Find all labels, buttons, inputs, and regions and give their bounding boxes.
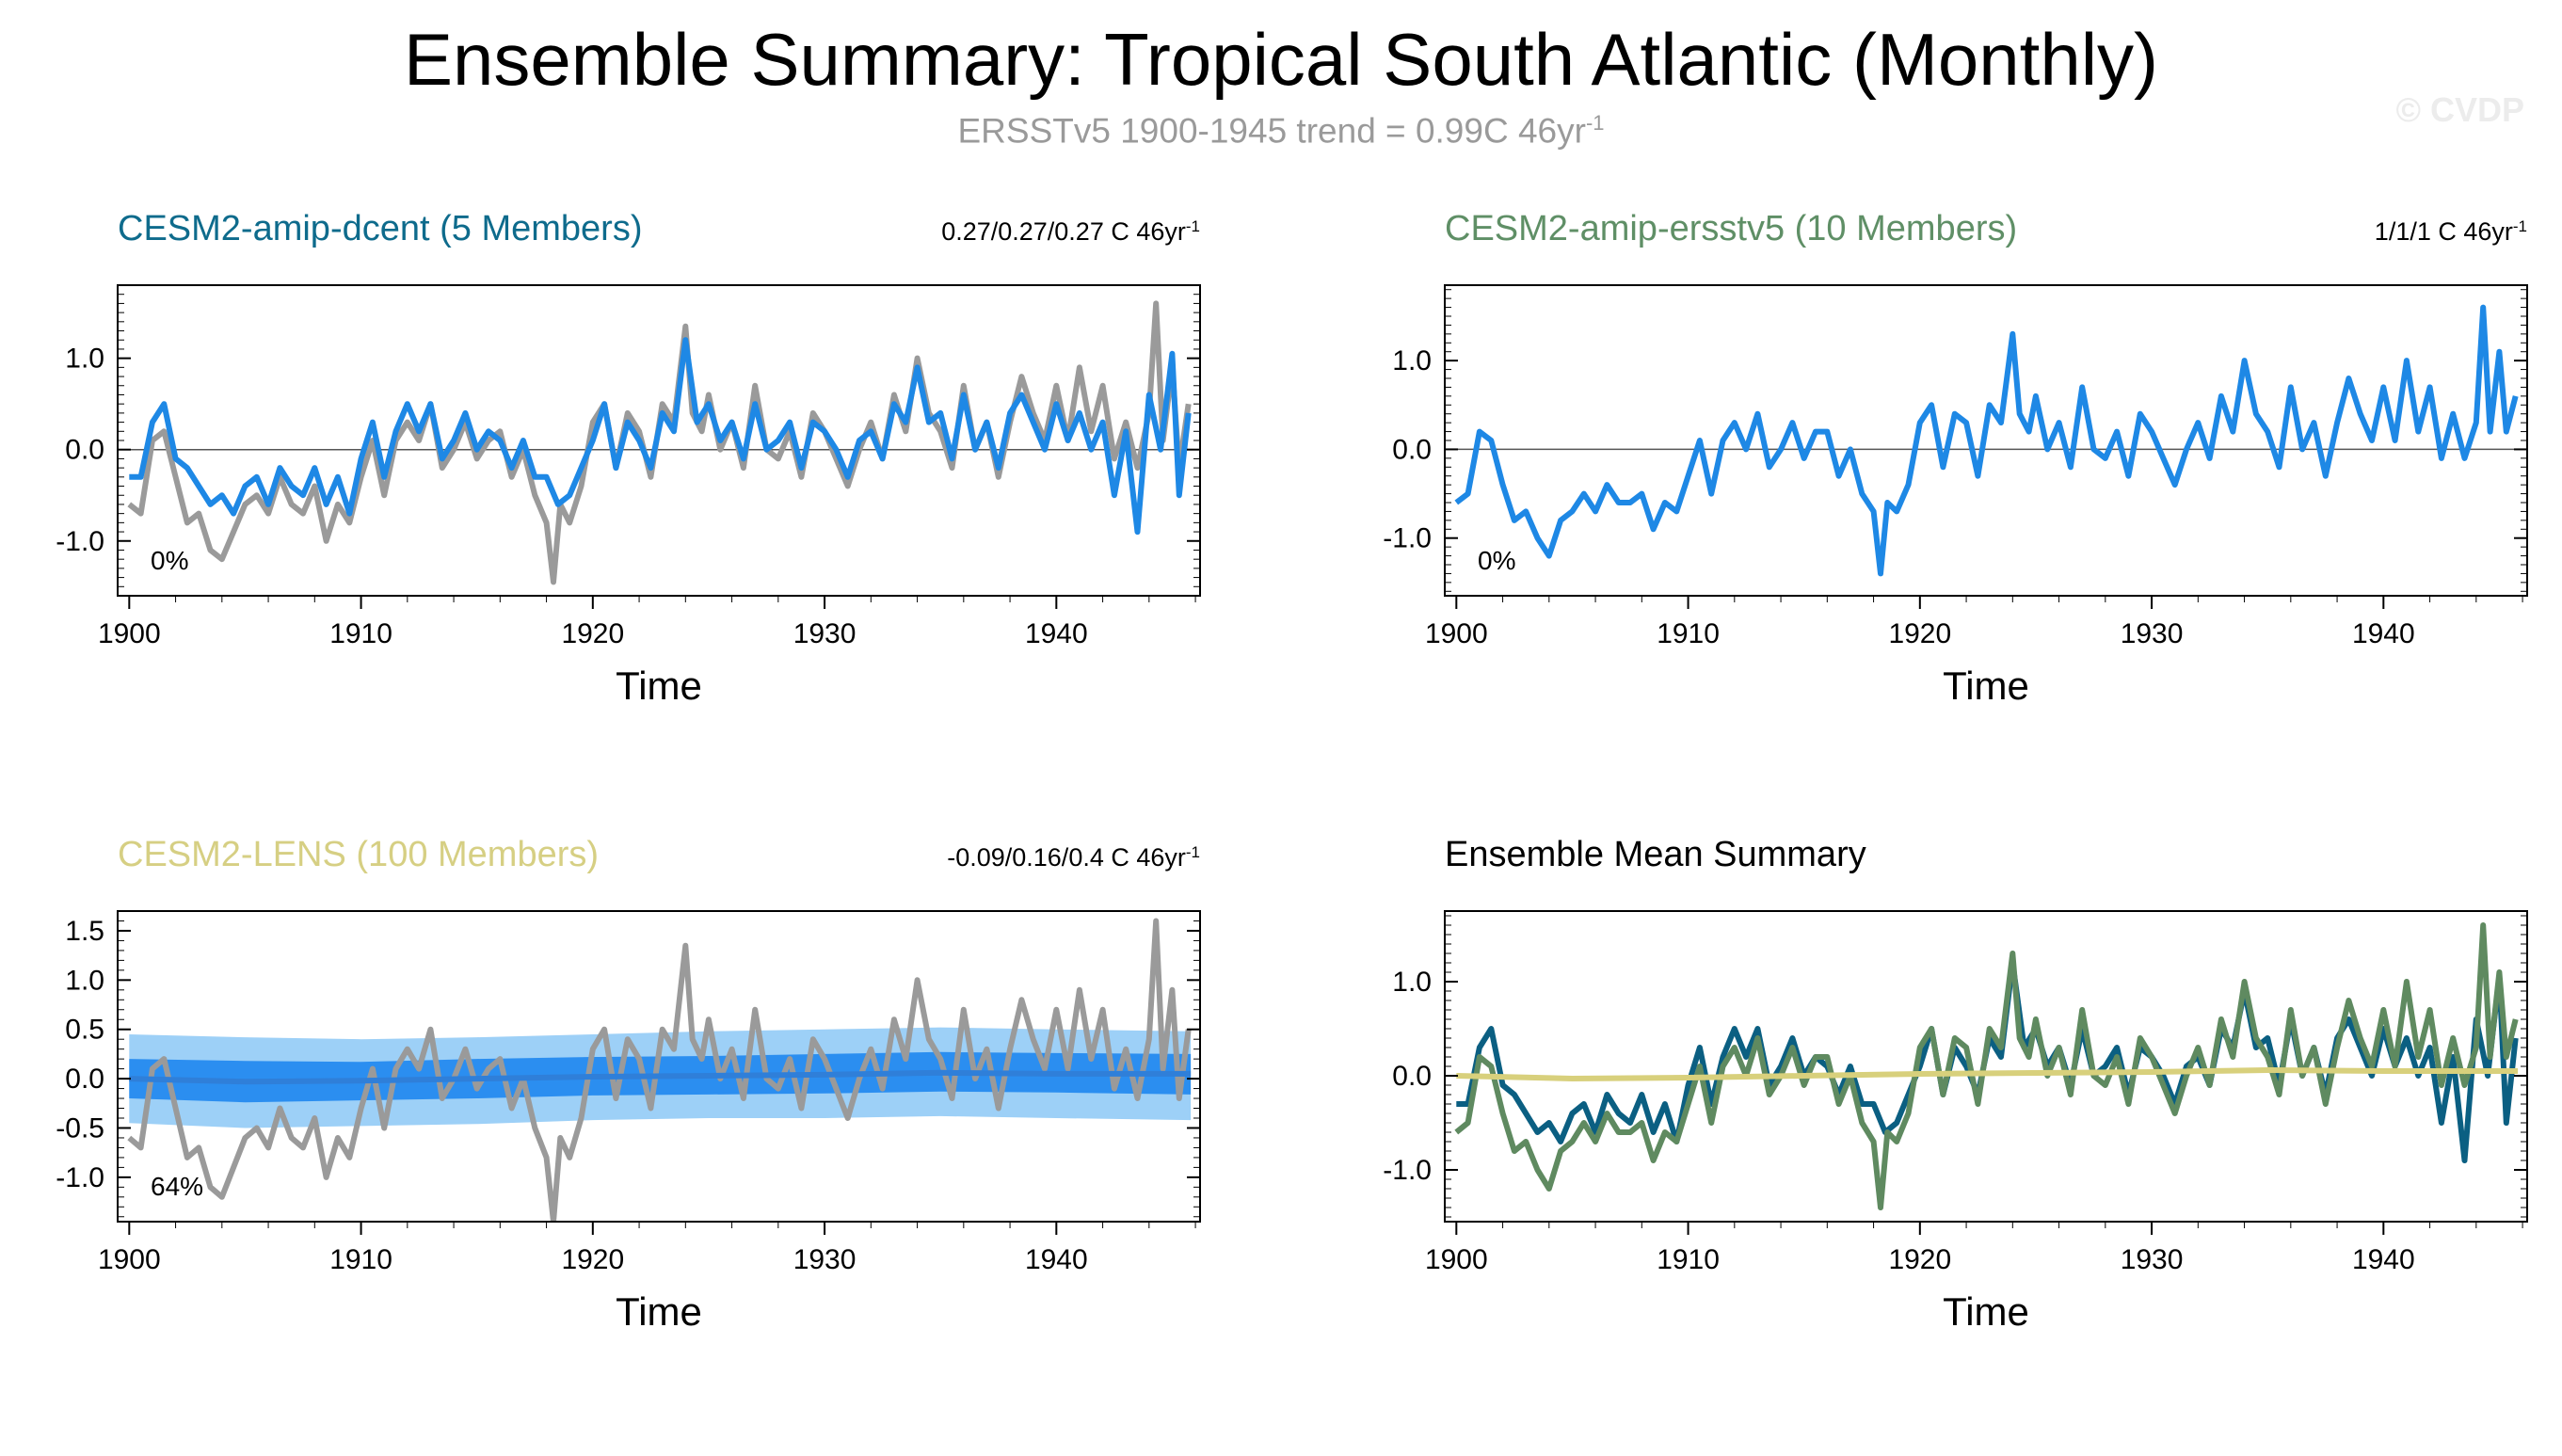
x-tick-label: 1900 [1425, 1244, 1488, 1275]
subtitle-superscript: -1 [1585, 111, 1605, 135]
x-tick-label: 1910 [1657, 618, 1720, 649]
x-tick-label: 1900 [98, 1244, 161, 1275]
percent-label: 0% [151, 546, 188, 575]
panel-title: CESM2-amip-dcent (5 Members) [118, 209, 642, 248]
series-line-cesm2-amip-ersstv5 [1454, 304, 2519, 577]
y-tick-label: -1.0 [56, 1162, 104, 1193]
x-tick-label: 1920 [1888, 618, 1951, 649]
y-tick-label: 1.0 [1392, 345, 1432, 376]
x-tick-label: 1910 [329, 1244, 392, 1275]
series-line-ersstv5 [127, 918, 1192, 1222]
series-line-cesm2-amip-dcent [129, 337, 1192, 536]
x-tick-label: 1940 [2352, 1244, 2415, 1275]
percent-label: 64% [151, 1172, 203, 1201]
y-tick-label: 0.5 [65, 1015, 104, 1046]
y-tick-label: 0.0 [65, 435, 104, 466]
series-line-cesm2-amip-ersstv5 [1454, 922, 2519, 1210]
y-tick-label: -1.0 [1383, 523, 1432, 554]
panel-ersstv5: CESM2-amip-ersstv5 (10 Members) 1/1/1 C 4… [1383, 209, 2528, 708]
x-tick-label: 1900 [98, 618, 161, 649]
y-tick-label: 1.0 [65, 344, 104, 375]
x-tick-label: 1930 [793, 618, 857, 649]
y-tick-label: -0.5 [56, 1112, 104, 1144]
plot-area [1445, 304, 2527, 577]
y-tick-label: -1.0 [1383, 1155, 1432, 1186]
panel-ensemble-summary: Ensemble Mean Summary 1.0 0.0 -1.0 1900 1910 1… [1383, 835, 2528, 1334]
page-subtitle: ERSSTv5 1900-1945 trend = 0.99C 46yr-1 [0, 111, 2562, 151]
x-tick-label: 1910 [329, 618, 392, 649]
series-line-ersstv5 [127, 300, 1192, 585]
cvdp-watermark: © CVDP [2395, 90, 2524, 129]
x-tick-label: 1920 [561, 618, 624, 649]
percent-label: 0% [1478, 546, 1515, 575]
trend-label: -0.09/0.16/0.4 C 46yr-1 [947, 843, 1200, 872]
x-tick-label: 1930 [793, 1244, 857, 1275]
trend-label: 1/1/1 C 46yr-1 [2375, 217, 2527, 247]
panel-title: CESM2-LENS (100 Members) [118, 835, 599, 874]
x-tick-label: 1940 [2352, 618, 2415, 649]
x-axis-label: Time [1943, 1289, 2029, 1334]
y-tick-label: 1.0 [1392, 967, 1432, 998]
trend-label: 0.27/0.27/0.27 C 46yr-1 [941, 217, 1200, 247]
x-axis-label: Time [616, 664, 702, 708]
ensemble-mean-line [129, 1069, 1192, 1085]
panel-title: CESM2-amip-ersstv5 (10 Members) [1445, 209, 2017, 248]
panel-lens: CESM2-LENS (100 Members) -0.09/0.16/0.4 C… [56, 835, 1201, 1334]
x-tick-label: 1920 [561, 1244, 624, 1275]
y-tick-label: 0.0 [1392, 1061, 1432, 1092]
plot-area [118, 300, 1200, 585]
x-axis-label: Time [616, 1289, 702, 1334]
x-tick-label: 1910 [1657, 1244, 1720, 1275]
x-tick-label: 1920 [1888, 1244, 1951, 1275]
y-tick-label: 0.0 [65, 1064, 104, 1095]
series-line-cesm2-lens [1456, 1067, 2519, 1081]
plot-frame [117, 910, 1201, 1223]
x-tick-label: 1940 [1025, 618, 1088, 649]
y-tick-label: -1.0 [56, 526, 104, 557]
plot-area [127, 918, 1192, 1222]
subtitle-text: ERSSTv5 1900-1945 trend = 0.99C 46yr [957, 111, 1586, 151]
plot-area [1454, 922, 2519, 1210]
y-tick-label: 1.0 [65, 965, 104, 996]
x-axis-label: Time [1943, 664, 2029, 708]
y-tick-label: 0.0 [1392, 434, 1432, 465]
x-tick-label: 1900 [1425, 618, 1488, 649]
y-tick-label: 1.5 [65, 916, 104, 947]
x-tick-label: 1930 [2121, 618, 2184, 649]
panel-dcent: CESM2-amip-dcent (5 Members) 0.27/0.27/0.… [56, 209, 1201, 708]
panel-title: Ensemble Mean Summary [1445, 835, 1866, 874]
x-tick-label: 1930 [2121, 1244, 2184, 1275]
page-title: Ensemble Summary: Tropical South Atlanti… [403, 18, 2159, 101]
x-tick-label: 1940 [1025, 1244, 1088, 1275]
